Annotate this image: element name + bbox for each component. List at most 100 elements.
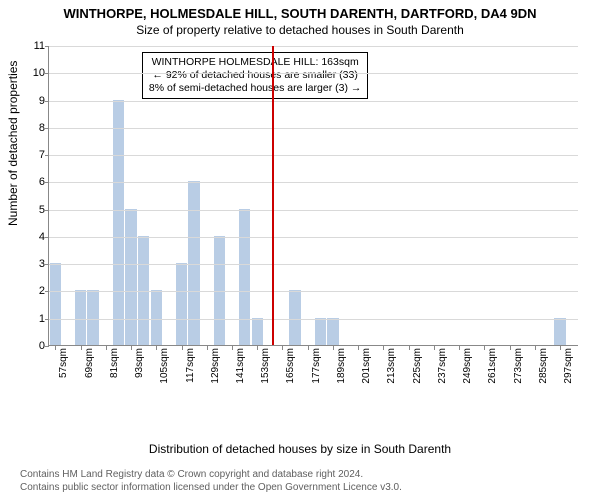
x-tick-mark xyxy=(333,346,334,350)
x-tick-label: 129sqm xyxy=(210,348,221,384)
x-tick-label: 57sqm xyxy=(58,348,69,378)
x-tick-label: 69sqm xyxy=(84,348,95,378)
histogram-bar xyxy=(327,318,338,345)
x-axis-label: Distribution of detached houses by size … xyxy=(0,442,600,456)
histogram-bar xyxy=(50,263,61,345)
x-tick-mark xyxy=(106,346,107,350)
x-tick-mark xyxy=(282,346,283,350)
x-tick-label: 261sqm xyxy=(487,348,498,384)
histogram-bar xyxy=(239,209,250,345)
x-tick-label: 105sqm xyxy=(159,348,170,384)
y-tick-label: 10 xyxy=(25,67,45,79)
x-tick-label: 93sqm xyxy=(134,348,145,378)
gridline xyxy=(49,264,578,265)
annotation-line: WINTHORPE HOLMESDALE HILL: 163sqm xyxy=(149,56,361,69)
x-tick-label: 297sqm xyxy=(563,348,574,384)
y-tick-mark xyxy=(45,46,49,47)
x-tick-mark xyxy=(182,346,183,350)
x-tick-mark xyxy=(409,346,410,350)
x-tick-mark xyxy=(131,346,132,350)
x-tick-mark xyxy=(207,346,208,350)
histogram-bar xyxy=(252,318,263,345)
y-tick-label: 4 xyxy=(25,231,45,243)
histogram-bar xyxy=(113,100,124,345)
y-tick-mark xyxy=(45,237,49,238)
y-tick-mark xyxy=(45,73,49,74)
x-tick-mark xyxy=(81,346,82,350)
y-tick-mark xyxy=(45,101,49,102)
gridline xyxy=(49,46,578,47)
y-tick-label: 5 xyxy=(25,204,45,216)
x-tick-label: 213sqm xyxy=(386,348,397,384)
x-tick-mark xyxy=(156,346,157,350)
histogram-bar xyxy=(125,209,136,345)
chart-title: WINTHORPE, HOLMESDALE HILL, SOUTH DARENT… xyxy=(0,6,600,21)
histogram-bar xyxy=(554,318,565,345)
gridline xyxy=(49,210,578,211)
gridline xyxy=(49,319,578,320)
x-tick-label: 141sqm xyxy=(235,348,246,384)
y-tick-label: 8 xyxy=(25,122,45,134)
y-tick-mark xyxy=(45,264,49,265)
x-tick-mark xyxy=(434,346,435,350)
x-tick-label: 177sqm xyxy=(311,348,322,384)
footer-line: Contains public sector information licen… xyxy=(20,481,402,494)
y-tick-label: 1 xyxy=(25,313,45,325)
y-tick-mark xyxy=(45,346,49,347)
footer-attribution: Contains HM Land Registry data © Crown c… xyxy=(20,468,402,494)
y-tick-label: 9 xyxy=(25,95,45,107)
y-axis-label: Number of detached properties xyxy=(6,61,20,226)
x-tick-label: 273sqm xyxy=(513,348,524,384)
y-tick-label: 7 xyxy=(25,149,45,161)
y-tick-mark xyxy=(45,182,49,183)
x-tick-label: 201sqm xyxy=(361,348,372,384)
gridline xyxy=(49,291,578,292)
x-tick-label: 249sqm xyxy=(462,348,473,384)
x-tick-label: 81sqm xyxy=(109,348,120,378)
y-tick-label: 3 xyxy=(25,258,45,270)
y-tick-mark xyxy=(45,128,49,129)
gridline xyxy=(49,237,578,238)
x-tick-label: 153sqm xyxy=(260,348,271,384)
annotation-line: 8% of semi-detached houses are larger (3… xyxy=(149,82,361,95)
x-tick-label: 285sqm xyxy=(538,348,549,384)
x-tick-label: 165sqm xyxy=(285,348,296,384)
x-tick-mark xyxy=(358,346,359,350)
reference-line xyxy=(272,46,274,345)
y-tick-mark xyxy=(45,210,49,211)
y-tick-mark xyxy=(45,319,49,320)
x-tick-mark xyxy=(535,346,536,350)
x-tick-mark xyxy=(257,346,258,350)
x-tick-label: 117sqm xyxy=(185,348,196,383)
x-tick-label: 225sqm xyxy=(412,348,423,384)
chart-subtitle: Size of property relative to detached ho… xyxy=(0,23,600,37)
y-tick-label: 2 xyxy=(25,285,45,297)
gridline xyxy=(49,128,578,129)
annotation-line: ← 92% of detached houses are smaller (33… xyxy=(149,69,361,82)
chart-title-block: WINTHORPE, HOLMESDALE HILL, SOUTH DARENT… xyxy=(0,0,600,37)
histogram-bar xyxy=(138,236,149,345)
plot-area: WINTHORPE HOLMESDALE HILL: 163sqm ← 92% … xyxy=(48,46,578,346)
footer-line: Contains HM Land Registry data © Crown c… xyxy=(20,468,402,481)
histogram-bar xyxy=(176,263,187,345)
y-tick-label: 6 xyxy=(25,176,45,188)
x-tick-mark xyxy=(232,346,233,350)
gridline xyxy=(49,73,578,74)
x-tick-mark xyxy=(459,346,460,350)
x-tick-mark xyxy=(510,346,511,350)
x-tick-mark xyxy=(55,346,56,350)
annotation-box: WINTHORPE HOLMESDALE HILL: 163sqm ← 92% … xyxy=(142,52,368,99)
x-tick-mark xyxy=(560,346,561,350)
y-tick-label: 0 xyxy=(25,340,45,352)
y-tick-mark xyxy=(45,291,49,292)
histogram-bar xyxy=(315,318,326,345)
gridline xyxy=(49,155,578,156)
y-tick-mark xyxy=(45,155,49,156)
x-tick-mark xyxy=(484,346,485,350)
x-tick-label: 237sqm xyxy=(437,348,448,384)
x-tick-mark xyxy=(383,346,384,350)
x-tick-label: 189sqm xyxy=(336,348,347,384)
chart-area: WINTHORPE HOLMESDALE HILL: 163sqm ← 92% … xyxy=(48,46,578,406)
gridline xyxy=(49,182,578,183)
y-tick-label: 11 xyxy=(25,40,45,52)
